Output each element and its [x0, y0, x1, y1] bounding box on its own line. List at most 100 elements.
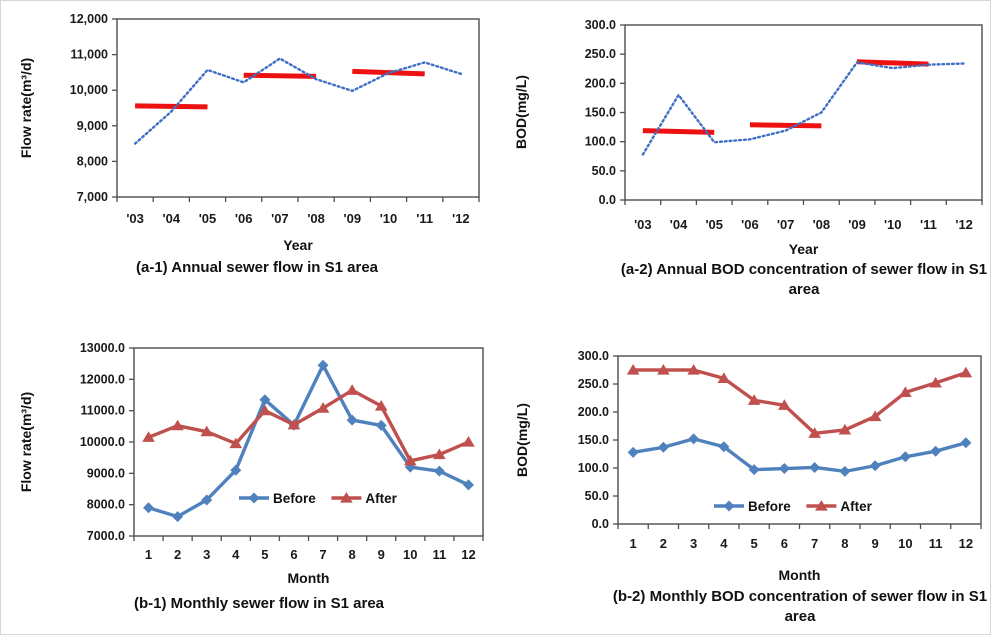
trend-segment	[352, 68, 425, 77]
before-marker	[809, 461, 821, 473]
before-marker	[259, 394, 271, 406]
x-tick-label: 11	[433, 547, 447, 562]
after-marker	[626, 364, 640, 375]
before-marker	[317, 359, 329, 371]
x-tick-label: 6	[290, 547, 297, 562]
y-tick-label: 150.0	[578, 433, 609, 447]
after-marker	[808, 427, 821, 438]
x-tick-label: '07	[777, 217, 795, 232]
x-tick-label: '05	[199, 211, 217, 226]
x-tick-label: 8	[841, 536, 848, 551]
before-marker	[899, 451, 911, 463]
after-line	[631, 368, 968, 435]
x-tick-label: '04	[163, 211, 181, 226]
x-tick-label: 12	[461, 547, 475, 562]
y-tick-label: 300.0	[578, 349, 609, 363]
x-tick-label: 3	[203, 547, 210, 562]
after-line	[146, 388, 471, 463]
x-tick-label: 5	[751, 536, 758, 551]
before-marker	[778, 463, 790, 475]
x-tick-label: 5	[261, 547, 268, 562]
x-tick-label: 7	[319, 547, 326, 562]
after-marker	[287, 418, 301, 430]
y-tick-label: 50.0	[592, 164, 616, 178]
after-marker	[433, 448, 446, 460]
y-tick-label: 10,000	[70, 83, 108, 97]
before-marker	[688, 433, 700, 445]
legend-label: Before	[748, 499, 791, 514]
y-tick-label: 7,000	[77, 190, 108, 204]
after-marker	[657, 364, 670, 375]
chart-b2: BOD(mg/L) 300.0 250.0 200.0 150.0 100.0 50.0 0…	[497, 321, 990, 634]
legend-marker	[815, 500, 828, 511]
before-marker	[748, 464, 760, 476]
before-marker	[960, 437, 972, 449]
after-marker	[258, 404, 272, 416]
x-tick-label: '07	[271, 211, 289, 226]
plot-border	[624, 24, 983, 201]
chart-b1-x-axis-label: Month	[287, 570, 330, 586]
chart-a1-caption: (a-1) Annual sewer flow in S1 area	[135, 259, 378, 276]
before-marker	[172, 511, 184, 523]
legend-marker	[248, 492, 260, 504]
after-marker	[838, 423, 852, 435]
plot-border	[133, 347, 484, 537]
trend-segment	[135, 103, 208, 110]
after-marker	[747, 394, 761, 405]
x-tick-label: '11	[920, 217, 937, 232]
y-tick-label: 200.0	[578, 405, 609, 419]
x-tick-label: '03	[126, 211, 144, 226]
chart-b2-x-axis-label: Month	[778, 567, 821, 583]
x-tick-label: '12	[452, 211, 470, 226]
chart-b1: Flow rate(m³/d) 13000.0 12000.0 11000.0 100…	[1, 321, 497, 634]
y-tick-label: 50.0	[585, 489, 609, 503]
legend-marker	[340, 492, 353, 503]
legend-label: After	[365, 491, 397, 506]
legend-label: After	[840, 499, 872, 514]
x-tick-label: 6	[781, 536, 788, 551]
y-tick-label: 9000.0	[87, 466, 125, 480]
x-tick-label: 9	[378, 547, 385, 562]
before-marker	[346, 414, 358, 426]
legend-label: Before	[273, 491, 316, 506]
chart-b2-caption: (b-2) Monthly BOD concentration of sewer…	[612, 588, 988, 625]
trend-segment	[856, 59, 929, 67]
trend-segment	[749, 122, 822, 129]
after-marker	[899, 386, 912, 397]
after-marker	[462, 436, 475, 447]
x-tick-label: '05	[705, 217, 723, 232]
x-tick-label: 8	[349, 547, 356, 562]
before-marker	[930, 445, 942, 457]
legend-marker	[723, 500, 735, 512]
before-marker	[201, 494, 213, 506]
x-tick-label: 4	[720, 536, 728, 551]
before-marker	[839, 465, 851, 477]
before-marker	[404, 461, 416, 473]
before-line	[631, 437, 968, 474]
chart-a2-plot: 300.0 250.0 200.0 150.0 100.0 50.0 0.0 '03 '04 '0…	[585, 18, 983, 232]
y-tick-label: 250.0	[578, 377, 609, 391]
after-marker	[868, 410, 882, 422]
x-tick-label: '10	[380, 211, 398, 226]
x-tick-label: 10	[403, 547, 417, 562]
after-marker	[345, 384, 359, 395]
x-tick-label: '10	[884, 217, 902, 232]
x-tick-label: 2	[660, 536, 667, 551]
x-tick-label: '03	[634, 217, 652, 232]
chart-a2-caption: (a-2) Annual BOD concentration of sewer …	[620, 261, 988, 298]
y-tick-label: 13000.0	[80, 341, 125, 355]
x-tick-label: 10	[898, 536, 912, 551]
x-tick-label: 12	[959, 536, 973, 551]
y-tick-label: 100.0	[578, 461, 609, 475]
y-tick-label: 12000.0	[80, 372, 125, 386]
before-marker	[230, 464, 242, 476]
chart-a1: Flow rate(m³/d) 12,000 11,000 10,000 9,000 8…	[1, 1, 497, 301]
y-tick-label: 9,000	[77, 119, 108, 133]
before-marker	[375, 419, 387, 431]
before-marker	[718, 441, 730, 453]
after-marker	[403, 454, 417, 466]
chart-b1-plot: 13000.0 12000.0 11000.0 10000.0 9000.0 8000.0…	[80, 341, 484, 562]
y-tick-label: 250.0	[585, 47, 616, 61]
after-marker	[717, 372, 731, 383]
